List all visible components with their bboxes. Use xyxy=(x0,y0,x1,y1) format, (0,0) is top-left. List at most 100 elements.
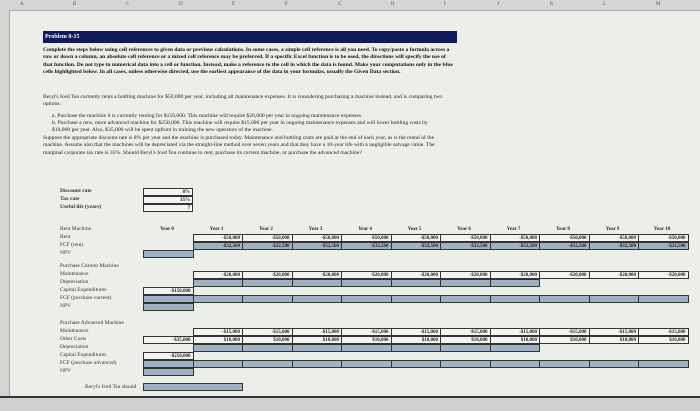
depreciation-cell[interactable] xyxy=(341,279,392,287)
fcf-rent-cell[interactable]: -$32,500 xyxy=(242,242,293,250)
depreciation-cell[interactable] xyxy=(489,279,540,287)
npv-current-cell[interactable] xyxy=(143,303,194,311)
fcf-advanced-cell[interactable] xyxy=(539,360,590,368)
maintenance-cell[interactable]: -$15,000 xyxy=(291,328,342,336)
fcf-current-cell[interactable] xyxy=(390,295,441,303)
fcf-current-cell[interactable] xyxy=(143,295,194,303)
maintenance-cell[interactable]: -$15,000 xyxy=(341,328,392,336)
other-costs-cell[interactable]: $10,000 xyxy=(192,336,243,344)
maintenance-cell[interactable]: -$20,000 xyxy=(440,271,491,279)
fcf-current-cell[interactable] xyxy=(638,295,689,303)
column-header[interactable]: D xyxy=(179,2,183,7)
fcf-current-cell[interactable] xyxy=(291,295,342,303)
column-header[interactable]: F xyxy=(285,2,288,7)
depreciation-cell[interactable] xyxy=(291,344,342,352)
column-header[interactable]: J xyxy=(497,2,499,7)
fcf-current-cell[interactable] xyxy=(192,295,243,303)
other-costs-cell[interactable]: $10,000 xyxy=(539,336,590,344)
maintenance-cell[interactable]: -$20,000 xyxy=(341,271,392,279)
rent-cell[interactable]: -$50,000 xyxy=(440,234,491,242)
fcf-advanced-cell[interactable] xyxy=(440,360,491,368)
maintenance-cell[interactable]: -$15,000 xyxy=(242,328,293,336)
capex-cell[interactable]: -$250,000 xyxy=(143,352,194,360)
other-costs-cell[interactable]: $10,000 xyxy=(390,336,441,344)
column-header[interactable]: A xyxy=(20,2,24,7)
depreciation-cell[interactable] xyxy=(192,344,243,352)
fcf-current-cell[interactable] xyxy=(588,295,639,303)
other-costs-cell[interactable]: $10,000 xyxy=(341,336,392,344)
rent-cell[interactable]: -$50,000 xyxy=(539,234,590,242)
fcf-advanced-cell[interactable] xyxy=(588,360,639,368)
maintenance-cell[interactable]: -$20,000 xyxy=(539,271,590,279)
fcf-advanced-cell[interactable] xyxy=(291,360,342,368)
fcf-advanced-cell[interactable] xyxy=(638,360,689,368)
depreciation-cell[interactable] xyxy=(440,344,491,352)
fcf-rent-cell[interactable]: -$32,500 xyxy=(291,242,342,250)
column-header[interactable]: I xyxy=(444,2,446,7)
fcf-current-cell[interactable] xyxy=(242,295,293,303)
capex-cell[interactable]: -$150,000 xyxy=(143,287,194,295)
column-header[interactable]: L xyxy=(603,2,607,7)
fcf-current-cell[interactable] xyxy=(440,295,491,303)
rent-cell[interactable]: -$50,000 xyxy=(291,234,342,242)
fcf-advanced-cell[interactable] xyxy=(143,360,194,368)
rent-cell[interactable]: -$50,000 xyxy=(489,234,540,242)
depreciation-cell[interactable] xyxy=(440,279,491,287)
fcf-rent-cell[interactable]: -$32,500 xyxy=(539,242,590,250)
column-header[interactable]: G xyxy=(338,2,342,7)
conclusion-cell[interactable] xyxy=(143,383,243,391)
depreciation-cell[interactable] xyxy=(390,344,441,352)
fcf-advanced-cell[interactable] xyxy=(341,360,392,368)
maintenance-cell[interactable]: -$15,000 xyxy=(390,328,441,336)
depreciation-cell[interactable] xyxy=(489,344,540,352)
maintenance-cell[interactable]: -$20,000 xyxy=(390,271,441,279)
maintenance-cell[interactable]: -$15,000 xyxy=(489,328,540,336)
depreciation-cell[interactable] xyxy=(242,344,293,352)
fcf-advanced-cell[interactable] xyxy=(489,360,540,368)
fcf-advanced-cell[interactable] xyxy=(192,360,243,368)
fcf-rent-cell[interactable]: -$32,500 xyxy=(341,242,392,250)
maintenance-cell[interactable]: -$15,000 xyxy=(588,328,639,336)
column-header[interactable]: B xyxy=(73,2,77,7)
fcf-rent-cell[interactable]: -$32,500 xyxy=(192,242,243,250)
column-header[interactable]: C xyxy=(126,2,130,7)
fcf-current-cell[interactable] xyxy=(539,295,590,303)
depreciation-cell[interactable] xyxy=(242,279,293,287)
other-costs-cell[interactable]: $10,000 xyxy=(638,336,689,344)
fcf-rent-cell[interactable]: -$32,500 xyxy=(588,242,639,250)
fcf-rent-cell[interactable]: -$32,500 xyxy=(638,242,689,250)
column-header[interactable]: E xyxy=(232,2,236,7)
column-header[interactable]: M xyxy=(656,2,661,7)
rent-cell[interactable]: -$50,000 xyxy=(588,234,639,242)
rent-cell[interactable]: -$50,000 xyxy=(390,234,441,242)
other-costs-cell[interactable]: -$35,000 xyxy=(143,336,194,344)
maintenance-cell[interactable]: -$15,000 xyxy=(539,328,590,336)
depreciation-cell[interactable] xyxy=(291,279,342,287)
depreciation-cell[interactable] xyxy=(341,344,392,352)
npv-rent-cell[interactable] xyxy=(143,250,194,258)
other-costs-cell[interactable]: $10,000 xyxy=(588,336,639,344)
rent-cell[interactable]: -$50,000 xyxy=(192,234,243,242)
maintenance-cell[interactable]: -$20,000 xyxy=(489,271,540,279)
maintenance-cell[interactable]: -$20,000 xyxy=(291,271,342,279)
fcf-current-cell[interactable] xyxy=(341,295,392,303)
maintenance-cell[interactable]: -$20,000 xyxy=(192,271,243,279)
other-costs-cell[interactable]: $10,000 xyxy=(242,336,293,344)
maintenance-cell[interactable]: -$20,000 xyxy=(588,271,639,279)
fcf-advanced-cell[interactable] xyxy=(390,360,441,368)
fcf-rent-cell[interactable]: -$32,500 xyxy=(440,242,491,250)
maintenance-cell[interactable]: -$15,000 xyxy=(638,328,689,336)
fcf-advanced-cell[interactable] xyxy=(242,360,293,368)
maintenance-cell[interactable]: -$20,000 xyxy=(638,271,689,279)
other-costs-cell[interactable]: $10,000 xyxy=(489,336,540,344)
fcf-rent-cell[interactable]: -$32,500 xyxy=(489,242,540,250)
maintenance-cell[interactable]: -$20,000 xyxy=(242,271,293,279)
given-value[interactable]: 35% xyxy=(143,196,193,204)
other-costs-cell[interactable]: $10,000 xyxy=(440,336,491,344)
fcf-current-cell[interactable] xyxy=(489,295,540,303)
maintenance-cell[interactable]: -$15,000 xyxy=(192,328,243,336)
rent-cell[interactable]: -$50,000 xyxy=(341,234,392,242)
depreciation-cell[interactable] xyxy=(192,279,243,287)
column-header[interactable]: H xyxy=(391,2,395,7)
fcf-rent-cell[interactable]: -$32,500 xyxy=(390,242,441,250)
